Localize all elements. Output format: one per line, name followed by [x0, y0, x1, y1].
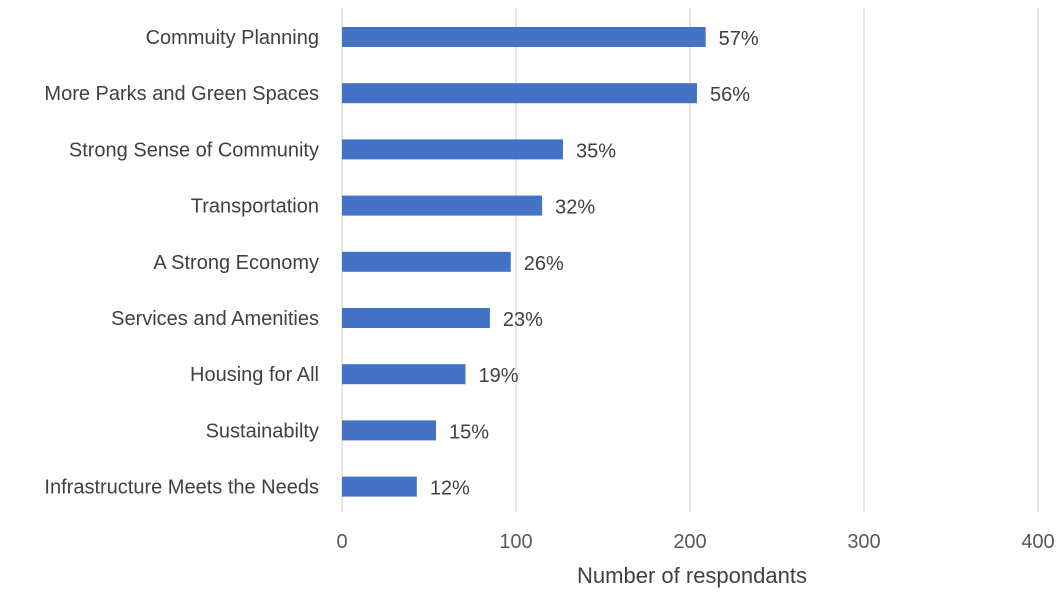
bar	[342, 251, 511, 272]
x-axis-title: Number of respondants	[577, 563, 807, 588]
category-label: Infrastructure Meets the Needs	[44, 477, 319, 499]
bar	[342, 364, 466, 385]
x-tick-label: 300	[847, 531, 880, 553]
category-label: Sustainabilty	[206, 420, 319, 442]
bar	[342, 308, 490, 328]
x-tick-label: 100	[499, 531, 532, 553]
labels: 0 100 200 300 400 Commuity Planning 57% More Pa…	[44, 27, 1054, 553]
data-label: 56%	[710, 84, 750, 106]
bar	[342, 195, 543, 216]
data-label: 57%	[719, 28, 759, 50]
category-label: Housing for All	[190, 364, 319, 386]
data-label: 12%	[430, 478, 470, 500]
bar	[342, 476, 417, 497]
data-label: 23%	[503, 309, 543, 331]
x-tick-label: 400	[1021, 531, 1054, 553]
bar	[342, 83, 697, 104]
category-label: Commuity Planning	[146, 27, 319, 49]
data-label: 26%	[524, 253, 564, 275]
data-label: 32%	[555, 197, 595, 219]
category-label: More Parks and Green Spaces	[44, 83, 319, 105]
data-label: 15%	[449, 421, 489, 443]
data-label: 19%	[479, 365, 519, 387]
bar	[342, 27, 706, 47]
bars	[342, 27, 706, 497]
bar	[342, 420, 436, 441]
data-label: 35%	[576, 140, 616, 162]
x-tick-label: 200	[673, 531, 706, 553]
category-label: A Strong Economy	[153, 252, 319, 274]
x-tick-label: 0	[336, 531, 347, 553]
category-label: Transportation	[191, 196, 319, 218]
category-label: Services and Amenities	[111, 308, 319, 330]
bar	[342, 139, 563, 160]
category-label: Strong Sense of Community	[69, 139, 319, 161]
